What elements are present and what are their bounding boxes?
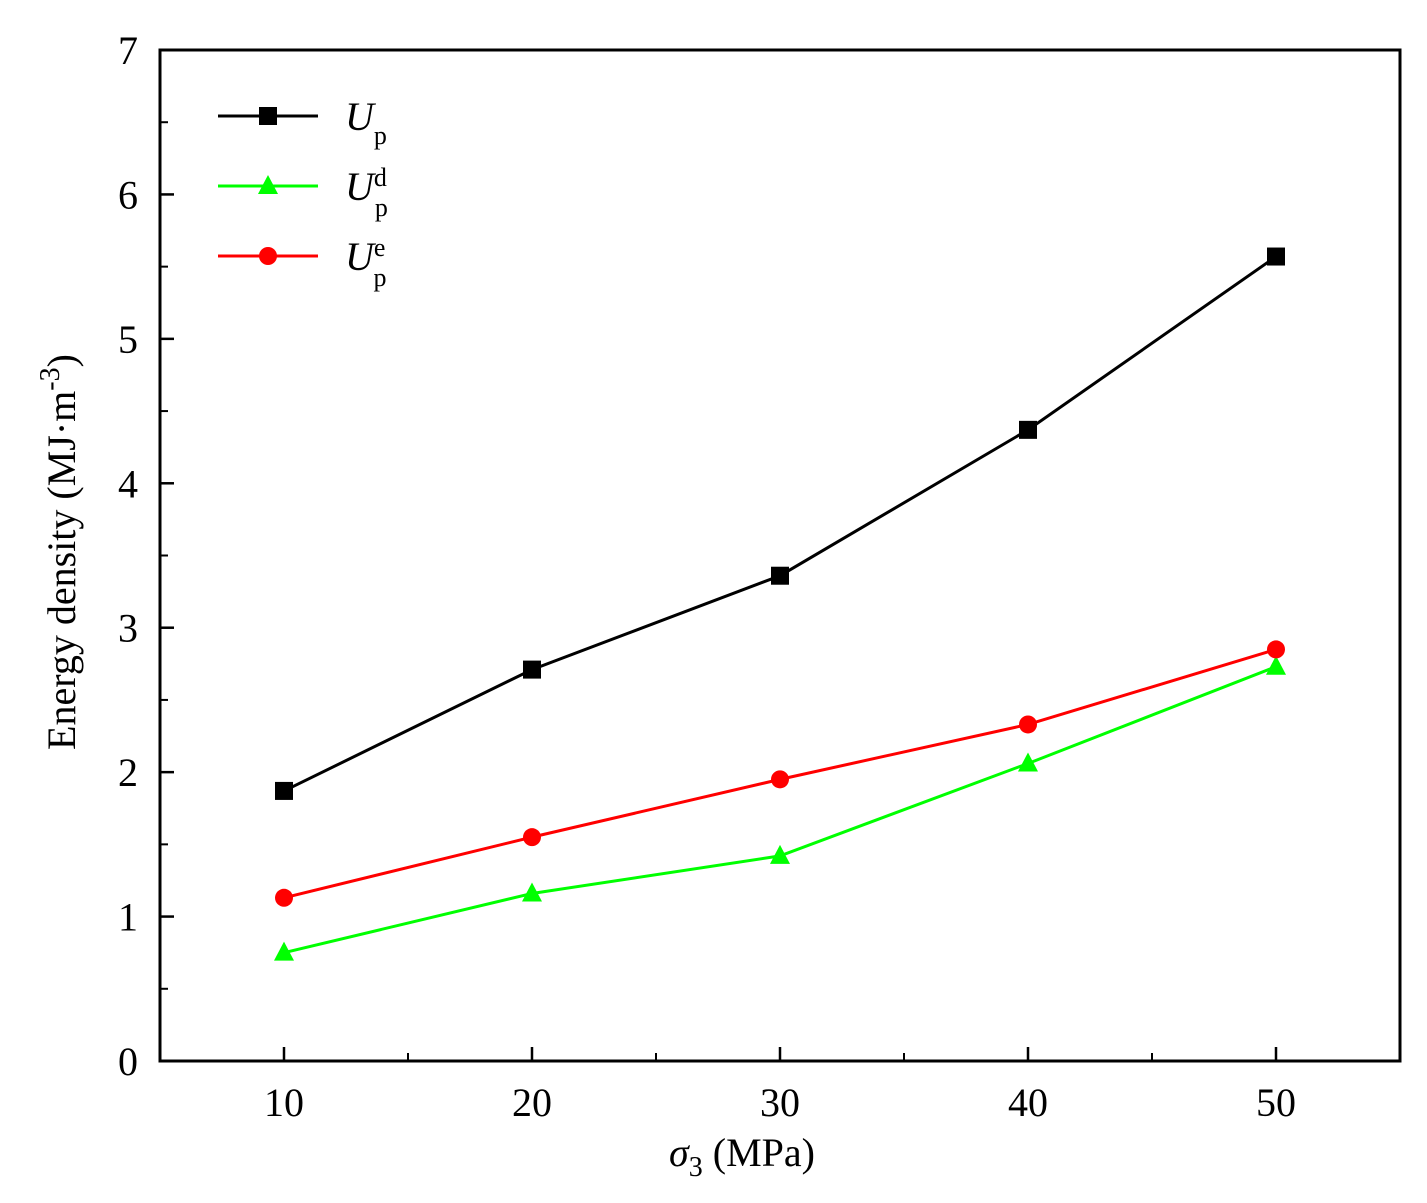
y-tick-label: 3 bbox=[118, 606, 138, 651]
y-axis-superscript: -3 bbox=[35, 367, 66, 390]
y-tick-label: 0 bbox=[118, 1039, 138, 1084]
data-point-Uep bbox=[1267, 640, 1285, 659]
legend-marker-Udp bbox=[258, 175, 278, 194]
axis-ticks bbox=[160, 48, 1278, 1063]
tick-labels: 0 1 2 3 4 5 6 7 10 20 30 40 50 bbox=[118, 28, 1296, 1125]
legend-label-Uep: Ue p bbox=[345, 233, 386, 292]
data-point-Up bbox=[1267, 247, 1285, 266]
data-point-Udp bbox=[274, 941, 294, 961]
data-point-Uep bbox=[771, 770, 789, 789]
series-layer bbox=[274, 247, 1286, 961]
series-Udp bbox=[274, 655, 1286, 961]
series-line-Udp bbox=[283, 665, 1277, 955]
data-point-Uep bbox=[1019, 715, 1037, 734]
legend-label-subscript: p bbox=[374, 121, 387, 150]
legend-label-base: U bbox=[345, 234, 377, 279]
x-tick-label: 20 bbox=[512, 1080, 552, 1125]
x-axis-title: σ3 (MPa) bbox=[669, 1130, 815, 1183]
data-point-Up bbox=[523, 660, 541, 679]
y-tick-label: 5 bbox=[118, 317, 138, 362]
y-axis-text: Energy density (MJ·m bbox=[39, 391, 84, 750]
data-point-Udp bbox=[522, 882, 542, 902]
legend-item-Uep: Ue p bbox=[218, 233, 386, 292]
legend-label-base: U bbox=[345, 164, 377, 209]
legend-label-base: U bbox=[345, 94, 377, 139]
x-axis-subscript: 3 bbox=[689, 1152, 703, 1183]
series-Up bbox=[275, 247, 1285, 800]
data-point-Udp bbox=[770, 844, 790, 864]
legend-label-superscript: d bbox=[374, 163, 387, 192]
legend-item-Udp: Ud p bbox=[218, 163, 388, 222]
series-line-Up bbox=[283, 255, 1277, 793]
legend-label-subscript: p bbox=[375, 193, 388, 222]
legend-label-Up: Up bbox=[345, 94, 387, 150]
data-point-Uep bbox=[523, 828, 541, 847]
legend-label-subscript: p bbox=[373, 263, 386, 292]
x-axis-unit: (MPa) bbox=[703, 1130, 815, 1175]
y-axis-title: Energy density (MJ·m-3) bbox=[35, 354, 84, 750]
data-point-Uep bbox=[275, 888, 293, 907]
y-tick-label: 6 bbox=[118, 172, 138, 217]
data-point-Up bbox=[771, 566, 789, 585]
x-tick-label: 40 bbox=[1008, 1080, 1048, 1125]
series-Uep bbox=[275, 640, 1285, 907]
x-tick-label: 50 bbox=[1256, 1080, 1296, 1125]
legend-marker-Uep bbox=[259, 247, 277, 265]
y-tick-label: 2 bbox=[118, 750, 138, 795]
legend-item-Up: Up bbox=[218, 94, 387, 150]
legend-label-superscript: e bbox=[374, 233, 386, 262]
plot-frame bbox=[158, 48, 1402, 1063]
x-tick-label: 30 bbox=[760, 1080, 800, 1125]
data-point-Udp bbox=[1018, 752, 1038, 772]
legend-label-Udp: Ud p bbox=[345, 163, 388, 222]
data-point-Up bbox=[1019, 420, 1037, 439]
y-tick-label: 7 bbox=[118, 28, 138, 73]
legend-marker-Up bbox=[259, 107, 277, 125]
x-tick-label: 10 bbox=[264, 1080, 304, 1125]
data-point-Up bbox=[275, 781, 293, 800]
y-axis-close: ) bbox=[39, 354, 84, 367]
data-point-Udp bbox=[1266, 655, 1286, 675]
y-tick-label: 1 bbox=[118, 895, 138, 940]
x-axis-symbol: σ bbox=[669, 1130, 690, 1175]
y-tick-label: 4 bbox=[118, 461, 138, 506]
